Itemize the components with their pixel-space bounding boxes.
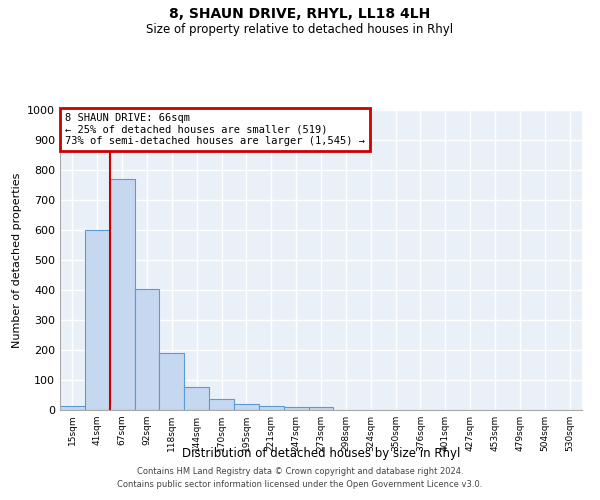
Bar [85, 230, 110, 410]
Text: Contains HM Land Registry data © Crown copyright and database right 2024.: Contains HM Land Registry data © Crown c… [137, 467, 463, 476]
Text: Distribution of detached houses by size in Rhyl: Distribution of detached houses by size … [182, 448, 460, 460]
Y-axis label: Number of detached properties: Number of detached properties [11, 172, 22, 348]
Bar [60, 406, 85, 410]
Bar [308, 407, 334, 410]
Text: Contains public sector information licensed under the Open Government Licence v3: Contains public sector information licen… [118, 480, 482, 489]
Text: Size of property relative to detached houses in Rhyl: Size of property relative to detached ho… [146, 22, 454, 36]
Bar [134, 288, 160, 410]
Bar [284, 407, 308, 410]
Text: 8 SHAUN DRIVE: 66sqm
← 25% of detached houses are smaller (519)
73% of semi-deta: 8 SHAUN DRIVE: 66sqm ← 25% of detached h… [65, 113, 365, 146]
Bar [259, 406, 284, 410]
Bar [184, 386, 209, 410]
Bar [234, 404, 259, 410]
Text: 8, SHAUN DRIVE, RHYL, LL18 4LH: 8, SHAUN DRIVE, RHYL, LL18 4LH [169, 8, 431, 22]
Bar [160, 353, 184, 410]
Bar [110, 179, 134, 410]
Bar [209, 398, 234, 410]
